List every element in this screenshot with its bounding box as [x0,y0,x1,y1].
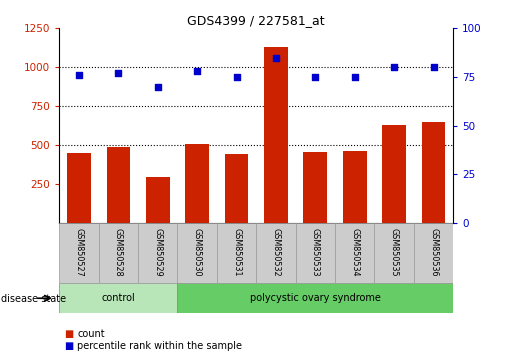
Bar [256,223,296,283]
Text: GSM850528: GSM850528 [114,228,123,276]
Text: disease state: disease state [1,294,66,304]
Text: percentile rank within the sample: percentile rank within the sample [77,341,242,351]
Text: GSM850534: GSM850534 [350,228,359,276]
Bar [59,283,177,313]
Bar [414,223,453,283]
Bar [296,223,335,283]
Bar [225,154,248,223]
Point [75,72,83,78]
Bar [422,122,445,223]
Text: GSM850529: GSM850529 [153,228,162,276]
Text: control: control [101,293,135,303]
Bar [303,152,327,223]
Text: polycystic ovary syndrome: polycystic ovary syndrome [250,293,381,303]
Point [311,74,319,80]
Bar [138,223,177,283]
Point [232,74,241,80]
Bar [177,223,217,283]
Text: GSM850530: GSM850530 [193,228,201,276]
Text: ■: ■ [64,329,74,339]
Point [351,74,359,80]
Bar [177,283,453,313]
Bar [99,223,138,283]
Bar [335,223,374,283]
Text: GSM850527: GSM850527 [75,228,83,276]
Text: GSM850532: GSM850532 [271,228,280,276]
Text: GSM850536: GSM850536 [429,228,438,276]
Point [114,70,123,76]
Point [153,84,162,90]
Bar [146,177,169,223]
Point [193,68,201,74]
Bar [374,223,414,283]
Bar [382,125,406,223]
Bar [107,147,130,223]
Text: GSM850535: GSM850535 [390,228,399,276]
Text: ■: ■ [64,341,74,351]
Text: count: count [77,329,105,339]
Bar [67,153,91,223]
Title: GDS4399 / 227581_at: GDS4399 / 227581_at [187,14,325,27]
Text: GSM850533: GSM850533 [311,228,320,276]
Bar [217,223,256,283]
Bar [343,152,367,223]
Bar [185,144,209,223]
Bar [59,223,99,283]
Point [430,64,438,70]
Point [272,55,280,60]
Text: GSM850531: GSM850531 [232,228,241,276]
Bar [264,47,288,223]
Point [390,64,398,70]
